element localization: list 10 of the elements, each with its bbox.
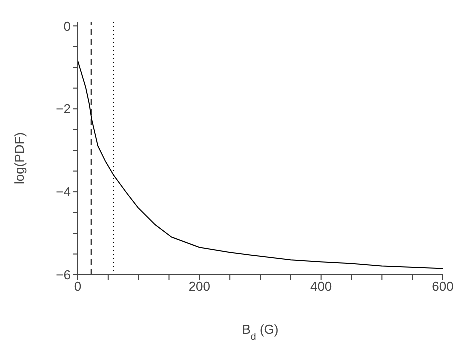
x-tick-label: 200 <box>188 279 211 294</box>
x-axis-title: B$_{d}$ (G) <box>242 322 279 342</box>
x-tick-label: 0 <box>74 279 82 294</box>
y-tick-label: −6 <box>56 268 71 283</box>
y-tick-label: 0 <box>64 18 71 34</box>
x-tick-label: 600 <box>432 279 454 294</box>
y-tick-label: −4 <box>56 184 71 200</box>
x-tick-label: 400 <box>310 279 332 294</box>
y-tick-label: −2 <box>56 102 71 117</box>
y-axis-title: log(PDF) <box>12 132 27 185</box>
